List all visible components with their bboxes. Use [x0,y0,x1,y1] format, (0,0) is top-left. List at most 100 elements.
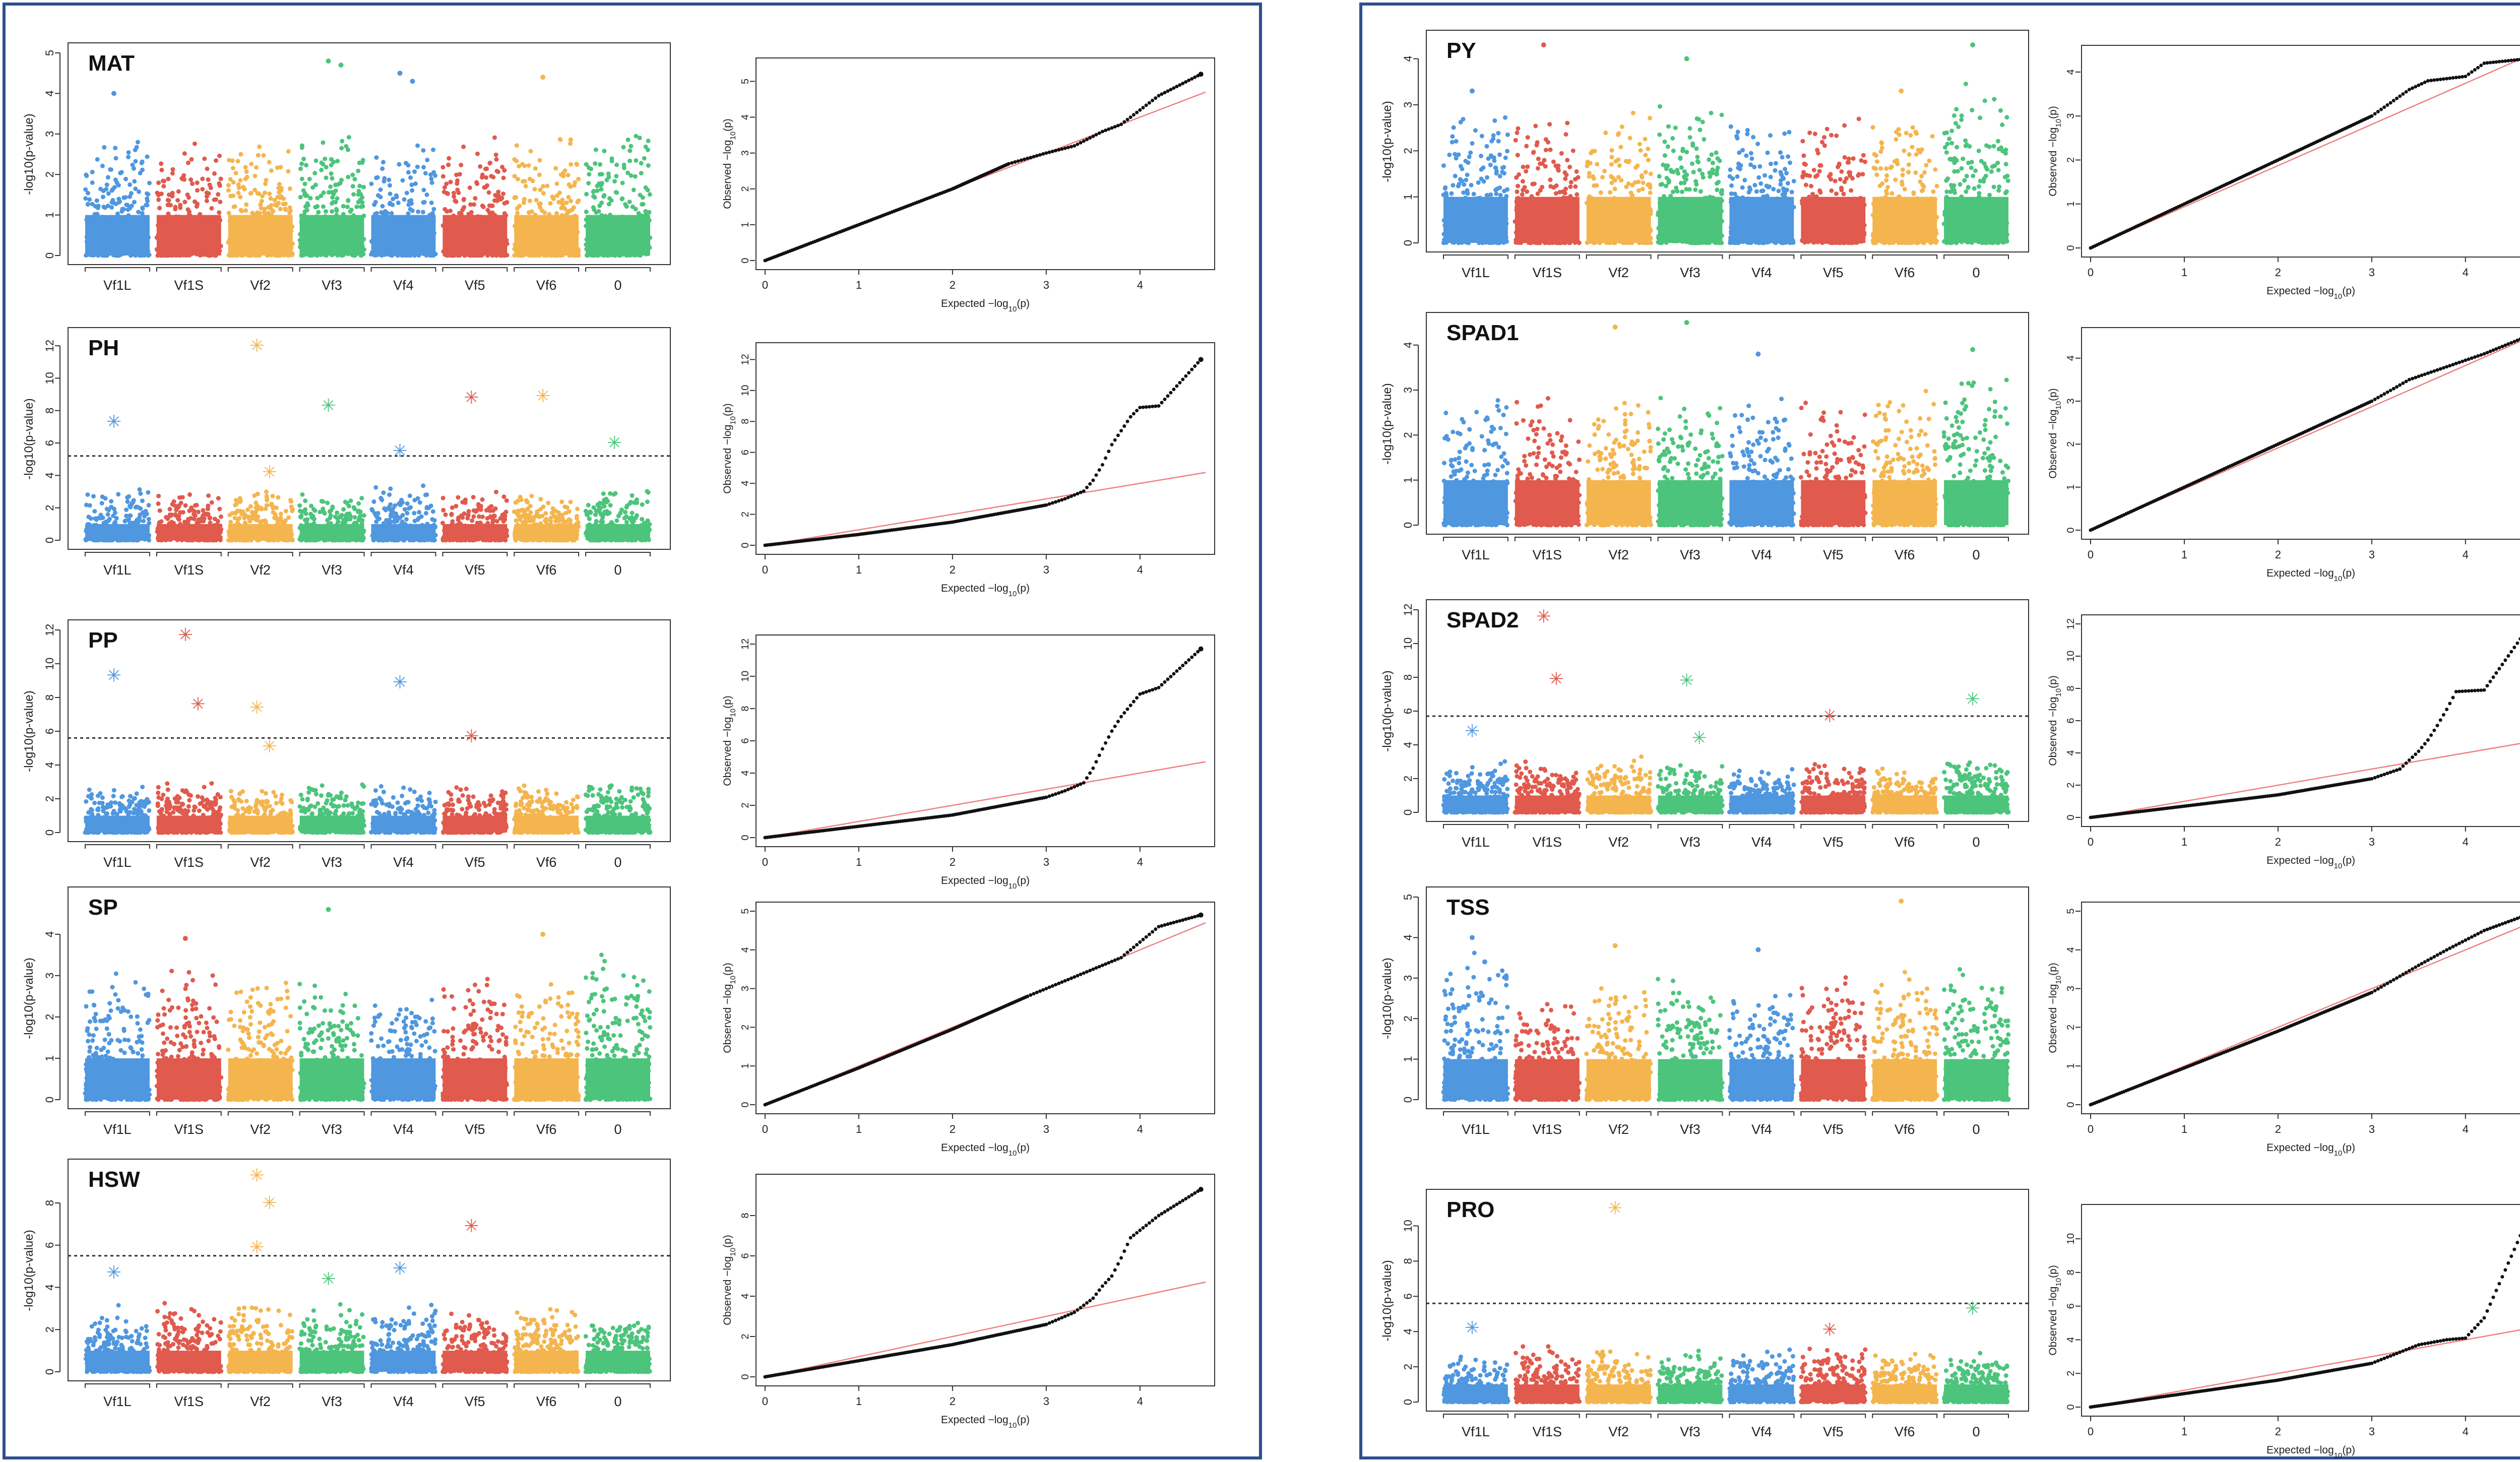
chr-label-Vf1L: Vf1L [1462,835,1490,850]
x-tick-label: 3 [2369,1425,2375,1438]
chr-points-Vf1L [83,785,152,835]
y-tick-label: 2 [1402,148,1414,154]
x-axis-label: Expected −log10(p) [941,298,1030,313]
x-axis-label: Expected −log10(p) [2266,285,2355,301]
trait-title: PRO [1446,1197,1494,1222]
chr-label-Vf3: Vf3 [1680,547,1700,562]
y-tick-label: 8 [1402,674,1414,680]
chr-bracket [1586,1414,1652,1418]
chr-label-Vf1S: Vf1S [174,1122,204,1137]
y-tick-label: 8 [2065,1269,2076,1275]
y-tick-label: 3 [1402,387,1414,393]
y-tick-label: 3 [43,973,56,979]
left-panel-frame [3,3,1262,1459]
y-tick-label: 6 [43,440,56,446]
chr-label-Vf1S: Vf1S [174,1394,204,1409]
x-tick-label: 2 [950,1395,956,1408]
y-tick-label: 8 [1402,1258,1414,1264]
y-tick-label: 6 [740,1253,751,1258]
observed-points [763,914,1200,1107]
chr-bracket [227,267,293,272]
qq-plot-mat: 0 1 2 3 4 0 1 2 3 4 5 Expected −log10(p) Observed −l… [722,57,1215,313]
chr-points-Vf1S [155,492,224,543]
chr-bracket [1657,255,1723,259]
y-tick-label: 1 [1402,194,1414,200]
x-tick-label: 0 [2088,548,2094,561]
chr-points-Vf2 [226,1305,295,1374]
y-tick-label: 12 [2065,618,2076,629]
chr-bracket [85,1383,150,1388]
y-tick-label: 4 [43,931,56,937]
trait-title: PH [88,336,119,360]
x-tick-label: 2 [950,279,956,291]
chr-points-Vf1S [155,1301,224,1374]
chr-label-Vf4: Vf4 [393,1394,414,1409]
chr-points-0 [583,952,653,1102]
manhattan-plot-pro: 0 2 4 6 8 10 -log10(p-value) PRO Vf1L Vf1S Vf2 Vf3 V… [1380,1189,2029,1439]
chr-label-Vf6: Vf6 [536,1122,557,1137]
chr-bracket [1443,1414,1508,1418]
y-tick-label: 6 [43,1242,56,1248]
chr-points-Vf3 [1656,396,1725,528]
chr-label-Vf1S: Vf1S [1533,1424,1562,1439]
y-axis-label: Observed −log10(p) [722,963,737,1053]
chr-points-Vf4 [369,483,438,543]
chr-label-Vf1L: Vf1L [103,562,132,578]
y-axis-label: -log10(p-value) [22,690,36,772]
x-tick-label: 4 [1137,856,1143,868]
plot-frame [755,634,1215,847]
chr-bracket [1586,255,1652,259]
chr-label-Vf2: Vf2 [1608,547,1629,562]
outlier-point [540,75,546,80]
chr-bracket [585,1111,651,1116]
top-point [1198,646,1204,652]
y-axis-label: Observed −log10(p) [2047,963,2063,1053]
outlier-point [1612,943,1618,948]
y-tick-label: 12 [740,354,751,365]
chr-points-Vf3 [1656,977,1725,1102]
y-tick-label: 2 [43,1014,56,1020]
chr-points-Vf1S [1514,1344,1582,1405]
chr-points-Vf1L [83,140,152,258]
qq-plot-hsw: 0 1 2 3 4 0 2 4 6 8 Expected −log10(p) Observed −lo… [722,1174,1215,1430]
y-tick-label: 2 [2065,1371,2076,1376]
chr-points-Vf6 [512,982,581,1102]
y-tick-label: 3 [740,150,751,156]
top-point [1198,357,1204,362]
chr-label-Vf1L: Vf1L [1462,547,1490,562]
expected-line [2090,58,2520,249]
observed-points [763,650,1200,840]
chr-bracket [585,267,651,272]
x-tick-label: 3 [1043,1395,1049,1408]
chr-points-Vf4 [1727,397,1796,528]
chr-label-Vf3: Vf3 [322,1394,342,1409]
outlier-point [1970,347,1976,352]
y-axis-label: -log10(p-value) [1380,1260,1394,1341]
manhattan-plot-mat: 0 1 2 3 4 5 -log10(p-value) MAT Vf1L Vf1S Vf2 Vf3 Vf… [22,42,671,293]
chr-bracket [85,1111,150,1116]
chr-bracket [585,844,651,849]
chr-label-Vf5: Vf5 [1823,1424,1844,1439]
chr-label-Vf6: Vf6 [536,562,557,578]
chr-points-Vf4 [369,143,438,258]
y-tick-label: 2 [740,186,751,192]
outlier-star: ✳ [1965,689,1980,710]
outlier-star: ✳ [464,387,479,408]
y-tick-label: 8 [43,408,56,414]
chr-points-Vf1S [1513,396,1582,528]
chr-label-Vf1L: Vf1L [1462,1122,1490,1137]
y-tick-label: 5 [740,908,751,914]
x-tick-label: 4 [1137,1123,1143,1135]
x-axis-label: Expected −log10(p) [941,1142,1030,1158]
chr-points-0 [1941,82,2010,245]
y-tick-label: 10 [740,385,751,396]
chr-bracket [1729,1111,1795,1116]
y-tick-label: 0 [2065,1102,2076,1107]
x-tick-label: 3 [2369,548,2375,561]
y-tick-label: 10 [1402,638,1414,650]
outlier-star: ✳ [262,1192,277,1213]
y-tick-label: 10 [740,671,751,682]
y-tick-label: 3 [1402,102,1414,108]
chr-label-Vf3: Vf3 [322,562,342,578]
